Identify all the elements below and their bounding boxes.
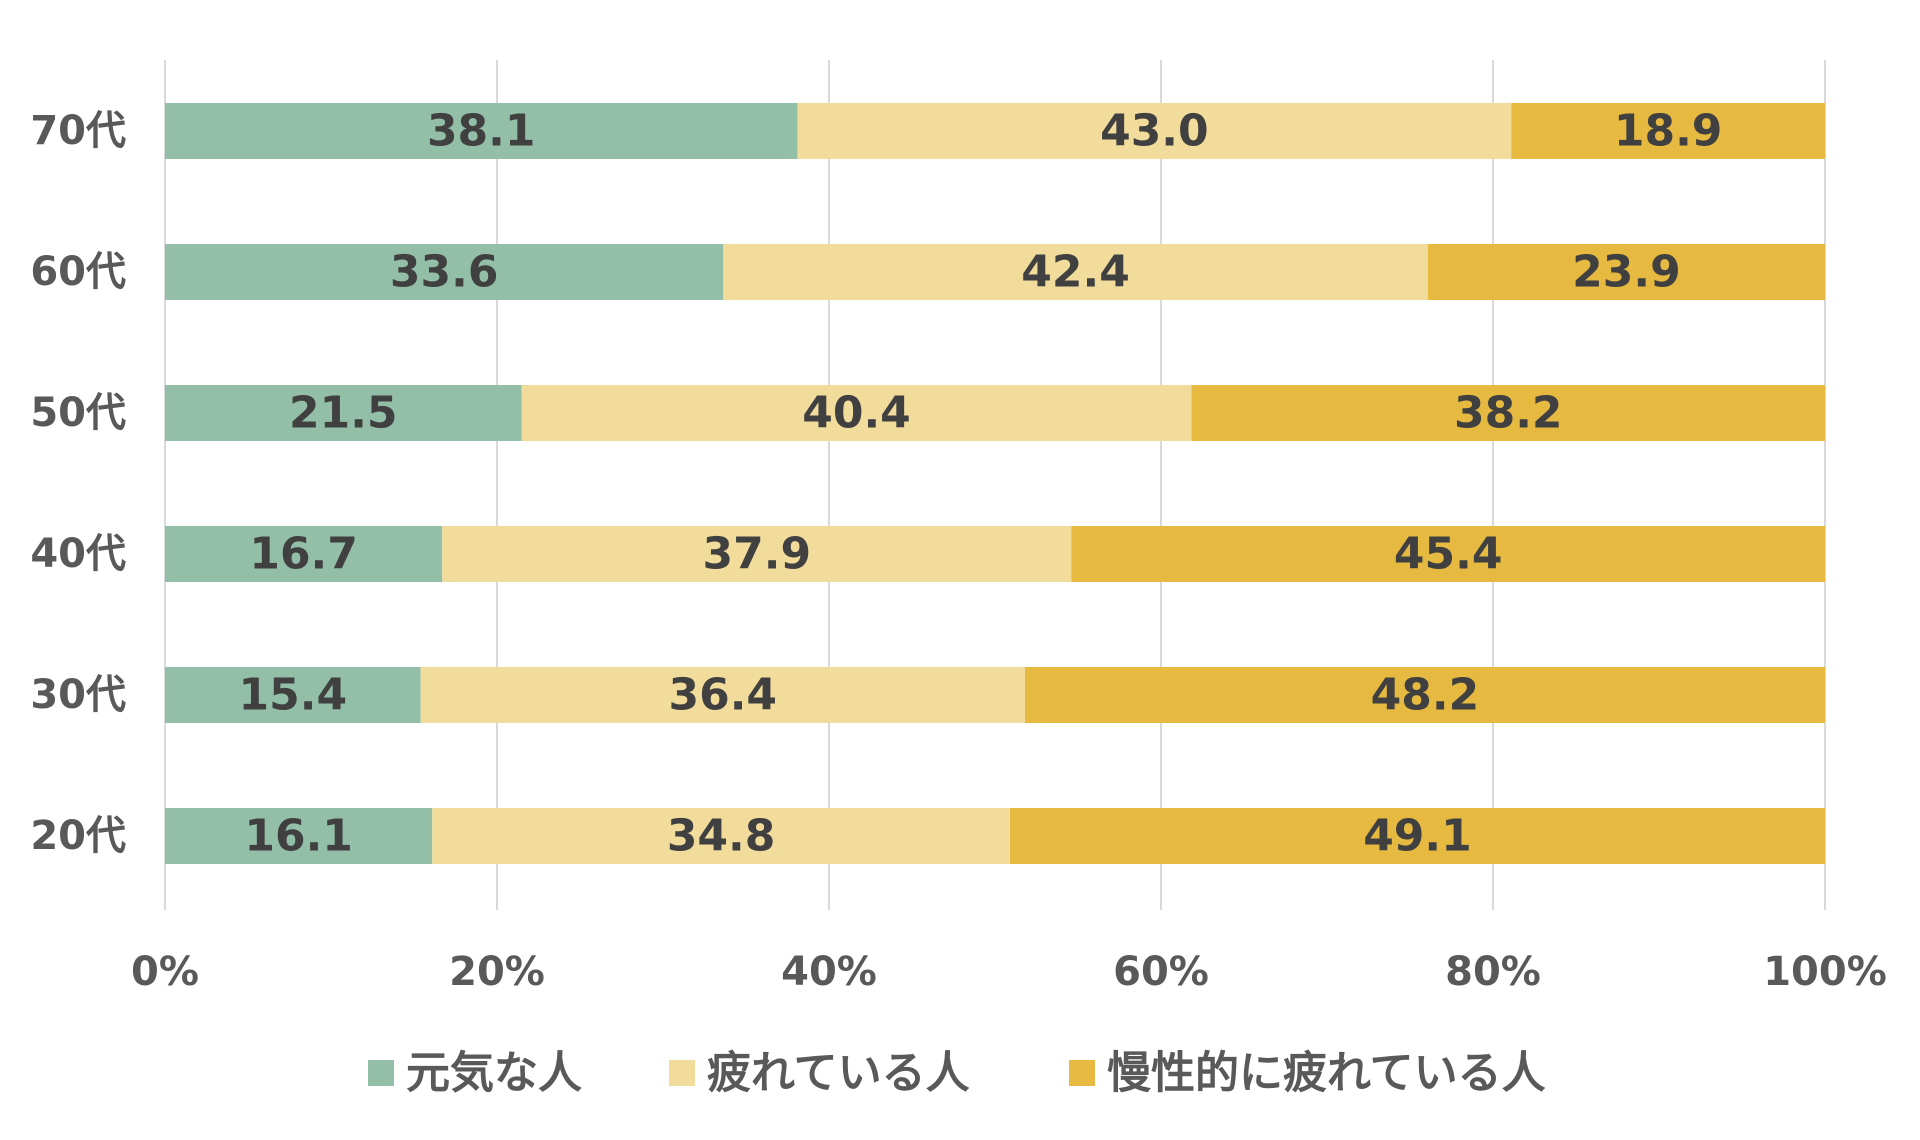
bars: [165, 103, 1825, 864]
bar-segment: [1511, 103, 1825, 159]
legend-label: 疲れている人: [707, 1048, 970, 1099]
bar-segment: [432, 808, 1010, 864]
data-label: 48.2: [1371, 670, 1480, 721]
bar-segment: [165, 808, 433, 864]
legend: 元気な人 疲れている人 慢性的に疲れている人: [368, 1048, 1546, 1099]
data-label: 23.9: [1572, 247, 1681, 298]
bar-segment: [420, 667, 1025, 723]
bar-segment: [165, 103, 798, 159]
data-label: 45.4: [1394, 529, 1503, 580]
bar-segment: [165, 526, 443, 582]
tick-label: 60%: [1113, 949, 1209, 995]
bar-segment: [1071, 526, 1825, 582]
bar-segment: [1427, 244, 1825, 300]
legend-label: 元気な人: [406, 1048, 582, 1099]
category-axis: 70代 60代 50代 40代 30代 20代: [30, 108, 126, 859]
legend-swatch: [669, 1060, 695, 1086]
category-label: 50代: [30, 390, 126, 436]
data-label: 16.1: [244, 811, 353, 862]
bar-segment: [1191, 385, 1825, 441]
tick-label: 100%: [1763, 949, 1887, 995]
bar-segment: [1024, 667, 1825, 723]
data-label: 18.9: [1614, 106, 1723, 157]
tick-label: 40%: [781, 949, 877, 995]
data-label: 21.5: [289, 388, 398, 439]
category-label: 40代: [30, 531, 126, 577]
gridlines: [164, 60, 1826, 910]
bar-segment: [723, 244, 1428, 300]
category-label: 70代: [30, 108, 126, 154]
data-label: 43.0: [1100, 106, 1209, 157]
legend-label: 慢性的に疲れている人: [1107, 1048, 1546, 1099]
category-label: 30代: [30, 672, 126, 718]
data-label: 38.2: [1454, 388, 1563, 439]
data-label: 42.4: [1021, 247, 1130, 298]
bar-segment: [442, 526, 1072, 582]
data-label: 38.1: [427, 106, 536, 157]
data-label: 36.4: [668, 670, 777, 721]
legend-swatch: [1069, 1060, 1095, 1086]
value-axis: 0% 20% 40% 60% 80% 100%: [131, 949, 1887, 995]
data-labels: 38.1 43.0 18.9 33.6 42.4 23.9 21.5 40.4 38.2 16.7…: [239, 106, 1723, 862]
data-label: 40.4: [802, 388, 911, 439]
data-label: 16.7: [249, 529, 358, 580]
bar-segment: [521, 385, 1192, 441]
data-label: 33.6: [390, 247, 499, 298]
tick-label: 0%: [131, 949, 199, 995]
tick-label: 20%: [449, 949, 545, 995]
bar-segment: [797, 103, 1512, 159]
category-label: 20代: [30, 813, 126, 859]
tick-label: 80%: [1445, 949, 1541, 995]
bar-segment: [165, 244, 724, 300]
bar-segment: [165, 667, 421, 723]
data-label: 49.1: [1363, 811, 1472, 862]
bar-segment: [1009, 808, 1825, 864]
data-label: 37.9: [703, 529, 812, 580]
data-label: 15.4: [239, 670, 348, 721]
bar-segment: [165, 385, 522, 441]
category-label: 60代: [30, 249, 126, 295]
data-label: 34.8: [667, 811, 776, 862]
legend-swatch: [368, 1060, 394, 1086]
